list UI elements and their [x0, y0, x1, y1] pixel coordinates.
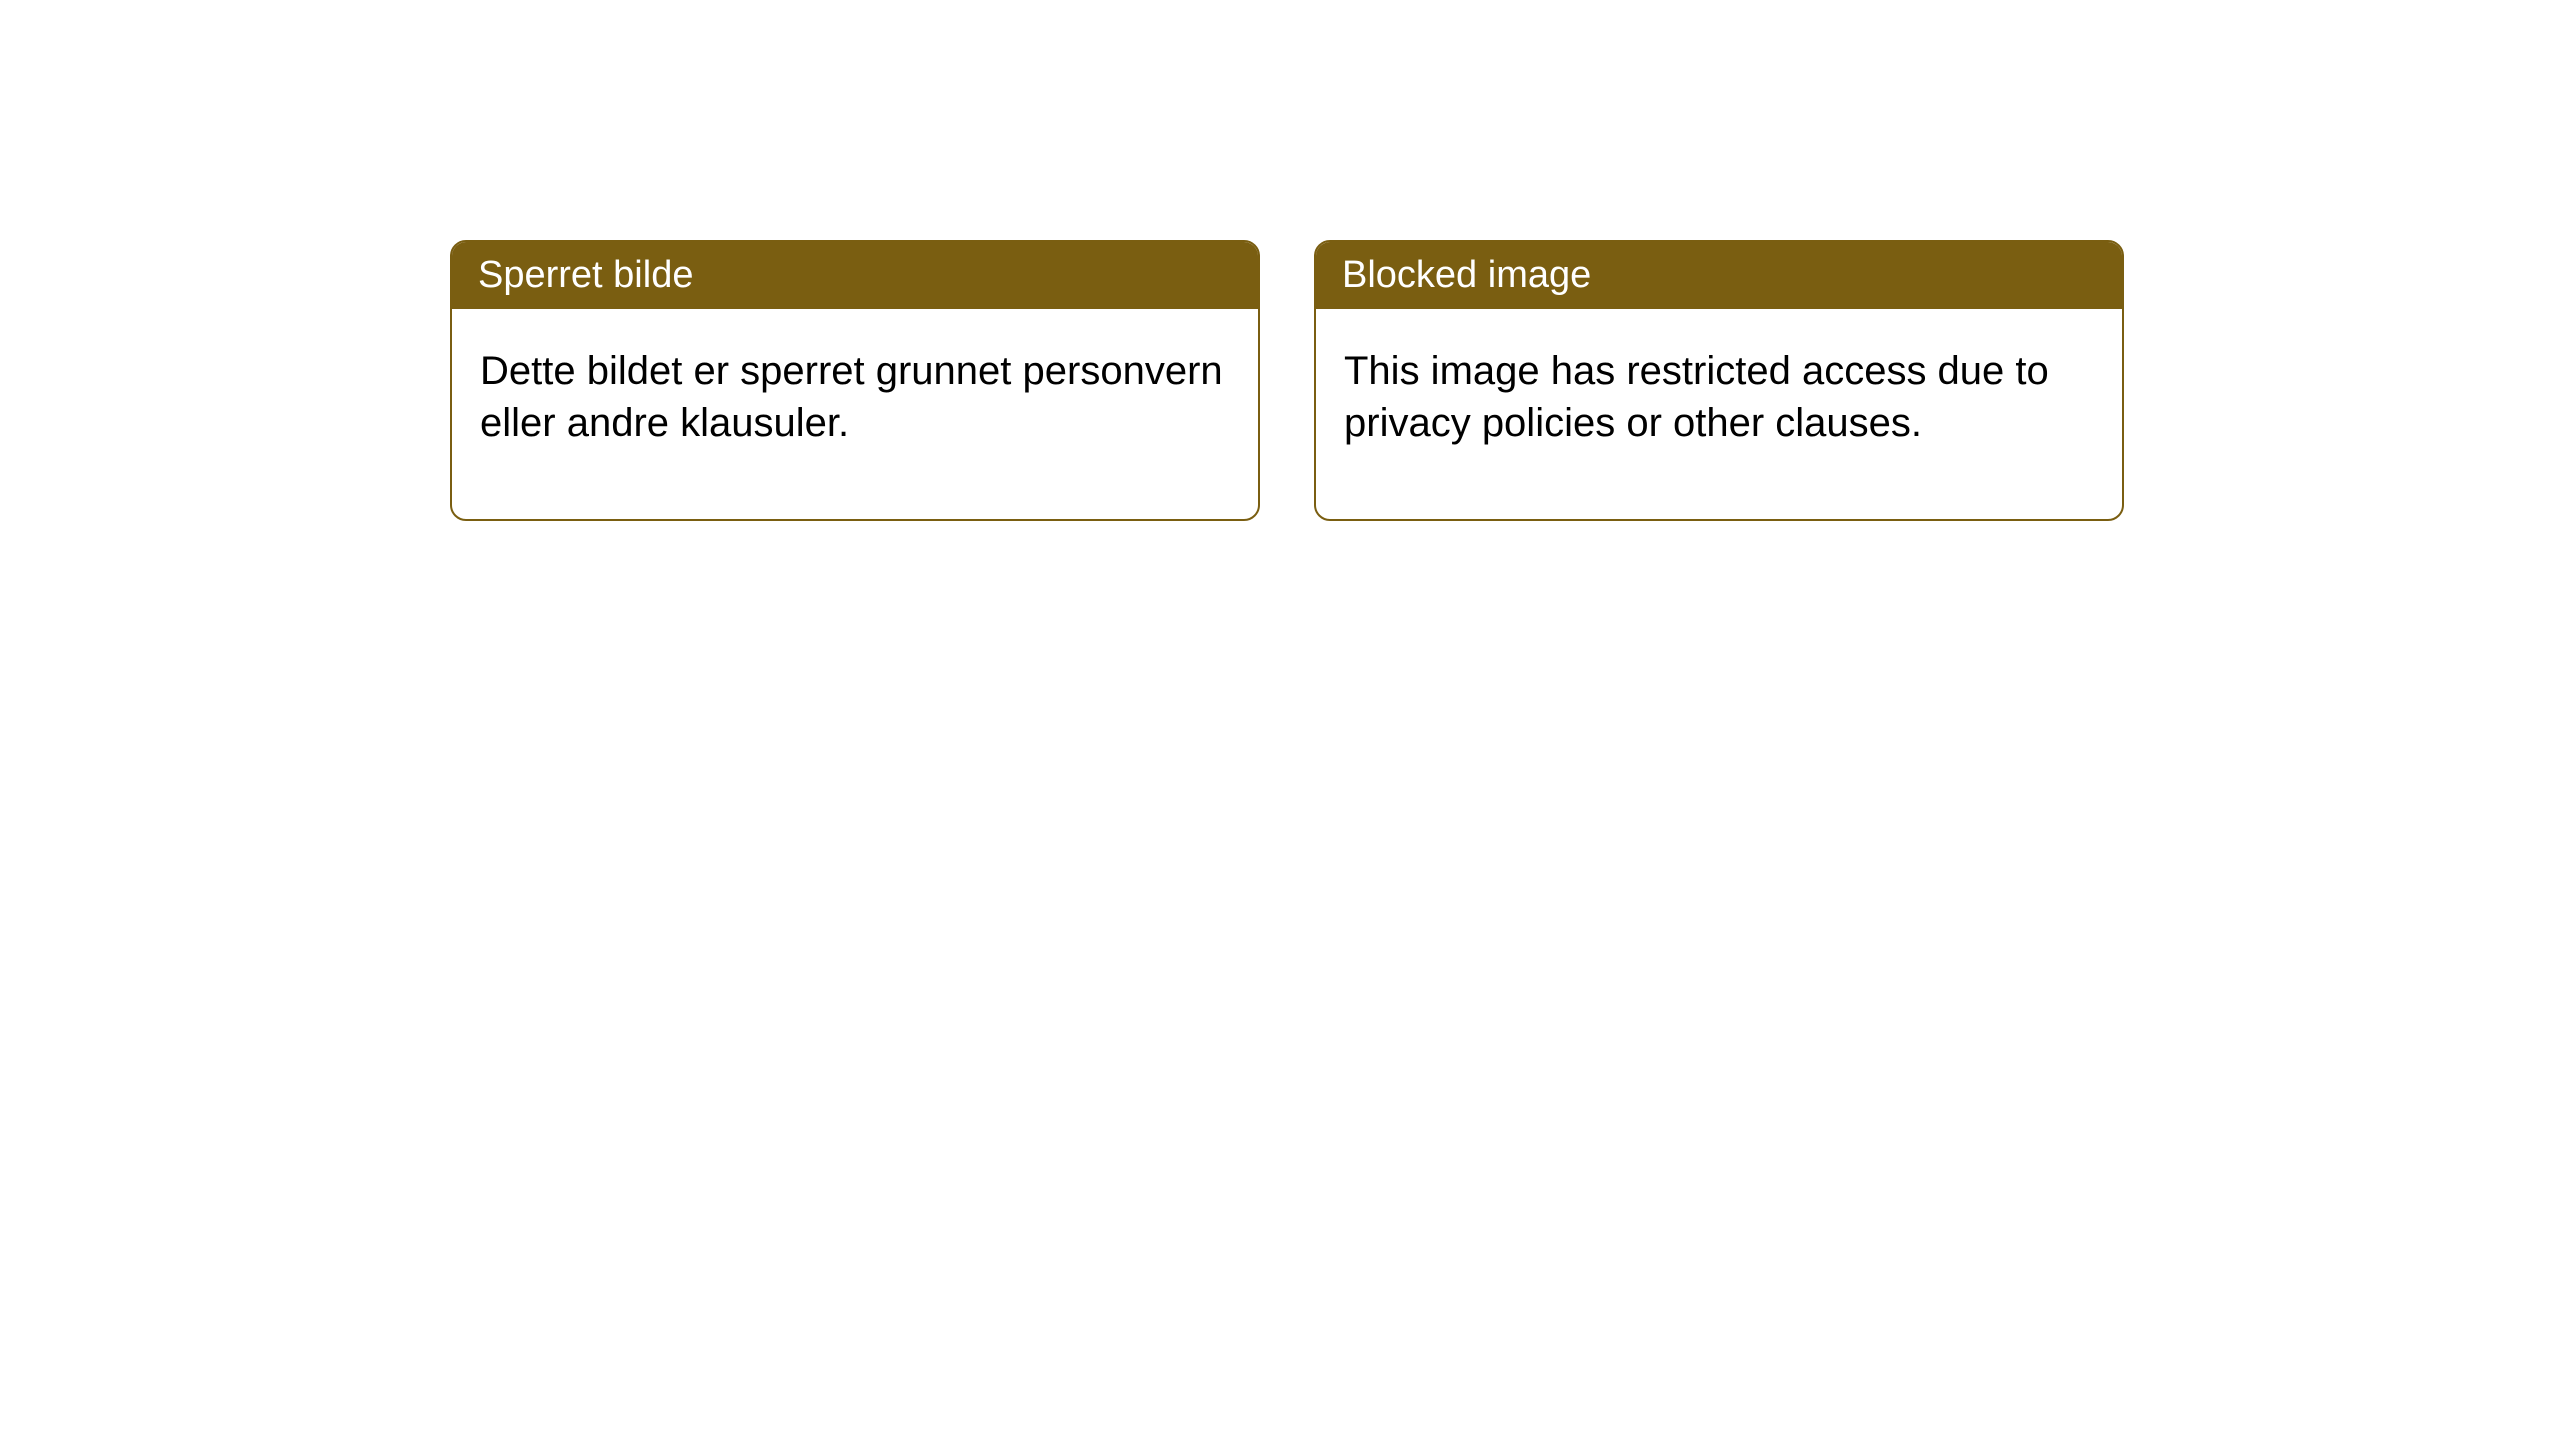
- notice-body: This image has restricted access due to …: [1316, 309, 2122, 519]
- notice-body-text: Dette bildet er sperret grunnet personve…: [480, 349, 1223, 445]
- notice-header: Blocked image: [1316, 242, 2122, 309]
- notice-header: Sperret bilde: [452, 242, 1258, 309]
- notice-card-english: Blocked image This image has restricted …: [1314, 240, 2124, 521]
- notice-body: Dette bildet er sperret grunnet personve…: [452, 309, 1258, 519]
- notice-title: Blocked image: [1342, 254, 1591, 296]
- notice-container: Sperret bilde Dette bildet er sperret gr…: [0, 0, 2560, 521]
- notice-body-text: This image has restricted access due to …: [1344, 349, 2049, 445]
- notice-card-norwegian: Sperret bilde Dette bildet er sperret gr…: [450, 240, 1260, 521]
- notice-title: Sperret bilde: [478, 254, 693, 296]
